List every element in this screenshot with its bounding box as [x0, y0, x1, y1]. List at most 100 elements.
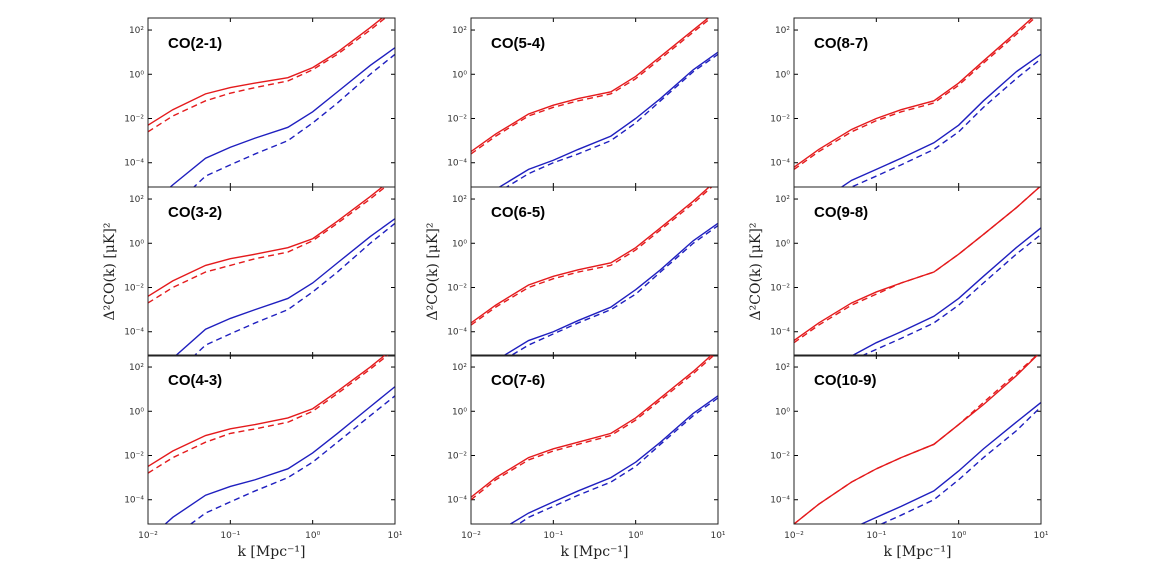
line-series — [164, 386, 395, 524]
plot-area — [794, 18, 1041, 187]
line-series — [850, 227, 1041, 356]
line-series — [471, 355, 716, 501]
y-axis-label: Δ²CO(k) [μK]² — [748, 223, 764, 321]
line-series — [148, 187, 384, 297]
line-series — [859, 233, 1041, 356]
plot-area — [471, 18, 718, 187]
panel: 10² 10⁰ 10⁻² 10⁻⁴ CO(9-8) Δ²CO(k) [μK]² — [748, 186, 1042, 357]
panel-title: CO(3-2) — [168, 204, 222, 221]
y-tick-label: 10² — [452, 363, 467, 373]
line-series — [148, 18, 384, 126]
line-series — [794, 18, 1036, 170]
y-tick-label: 10⁻² — [770, 284, 790, 294]
line-series — [509, 225, 718, 356]
y-tick-label: 10² — [129, 363, 144, 373]
panel-title: CO(7-6) — [491, 372, 545, 389]
panel: 10² 10⁰ 10⁻² 10⁻⁴ CO(2-1) — [124, 17, 396, 188]
plot-area — [794, 355, 1041, 524]
plot-area — [471, 355, 718, 524]
plot-area — [148, 187, 395, 356]
y-tick-label: 10⁻² — [124, 284, 144, 294]
panel-title: CO(9-8) — [814, 204, 868, 221]
x-axis-label: k [Mpc⁻¹] — [884, 544, 952, 560]
line-series — [148, 18, 387, 133]
x-tick-label: 10⁰ — [628, 531, 643, 541]
panel-title: CO(4-3) — [168, 372, 222, 389]
y-tick-label: 10⁻⁴ — [770, 159, 790, 169]
panel-title: CO(2-1) — [168, 35, 222, 52]
y-tick-label: 10⁻² — [124, 452, 144, 462]
line-series — [501, 222, 718, 356]
line-series — [505, 53, 718, 187]
y-tick-label: 10⁻² — [770, 452, 790, 462]
line-series — [794, 18, 1034, 168]
frame — [147, 354, 396, 525]
panel: 10² 10⁰ 10⁻² 10⁻⁴ 10⁻² 10⁻¹ 10⁰ 10¹ CO(4-3) k [Mp… — [124, 354, 403, 560]
x-tick-label: 10⁰ — [305, 531, 320, 541]
x-tick-label: 10¹ — [1033, 531, 1048, 541]
plot-area — [148, 355, 395, 524]
y-tick-label: 10² — [452, 26, 467, 36]
line-series — [471, 187, 713, 326]
y-tick-label: 10⁰ — [452, 407, 467, 417]
plot-area — [471, 187, 718, 356]
x-tick-label: 10¹ — [387, 531, 402, 541]
panel: 10² 10⁰ 10⁻² 10⁻⁴ CO(8-7) — [770, 17, 1042, 188]
line-series — [879, 406, 1041, 524]
line-series — [509, 395, 718, 524]
frame — [470, 186, 719, 357]
line-series — [471, 187, 711, 324]
plot-area — [148, 18, 395, 187]
x-tick-label: 10⁻¹ — [220, 531, 240, 541]
y-tick-label: 10⁻⁴ — [447, 496, 467, 506]
panel: 10² 10⁰ 10⁻² 10⁻⁴ 10⁻² 10⁻¹ 10⁰ 10¹ CO(7-6) k [Mp… — [447, 354, 726, 560]
x-tick-label: 10⁻² — [138, 531, 158, 541]
line-series — [148, 355, 387, 468]
line-series — [859, 401, 1041, 524]
y-tick-label: 10⁰ — [129, 70, 144, 80]
y-tick-label: 10² — [129, 26, 144, 36]
line-series — [794, 187, 1041, 344]
y-tick-label: 10⁻² — [770, 115, 790, 125]
y-tick-label: 10⁻² — [447, 284, 467, 294]
x-tick-label: 10⁻² — [461, 531, 481, 541]
panel-title: CO(8-7) — [814, 35, 868, 52]
y-tick-label: 10² — [129, 195, 144, 205]
line-series — [471, 355, 713, 498]
line-series — [471, 18, 713, 155]
y-tick-label: 10⁻⁴ — [770, 496, 790, 506]
y-tick-label: 10² — [452, 195, 467, 205]
line-series — [148, 355, 390, 474]
y-tick-label: 10⁰ — [129, 239, 144, 249]
frame — [793, 186, 1042, 357]
frame — [793, 354, 1042, 525]
y-tick-label: 10² — [775, 26, 790, 36]
y-axis-label: Δ²CO(k) [μK]² — [102, 223, 118, 321]
y-axis-label: Δ²CO(k) [μK]² — [425, 223, 441, 321]
line-series — [471, 18, 710, 153]
panel-title: CO(6-5) — [491, 204, 545, 221]
line-series — [189, 395, 395, 524]
y-tick-label: 10⁰ — [452, 239, 467, 249]
x-tick-label: 10¹ — [710, 531, 725, 541]
line-series — [498, 51, 718, 187]
y-tick-label: 10⁰ — [452, 70, 467, 80]
plot-area — [794, 187, 1041, 356]
y-tick-label: 10⁻⁴ — [124, 328, 144, 338]
line-series — [517, 397, 718, 524]
y-tick-label: 10⁰ — [775, 407, 790, 417]
y-tick-label: 10² — [775, 363, 790, 373]
frame — [147, 186, 396, 357]
y-tick-label: 10⁰ — [775, 239, 790, 249]
y-tick-label: 10⁰ — [775, 70, 790, 80]
line-series — [192, 53, 395, 187]
y-tick-label: 10⁰ — [129, 407, 144, 417]
x-axis-label: k [Mpc⁻¹] — [561, 544, 629, 560]
line-series — [850, 58, 1041, 187]
x-tick-label: 10⁻¹ — [543, 531, 563, 541]
x-tick-label: 10⁻¹ — [866, 531, 886, 541]
y-tick-label: 10⁻⁴ — [124, 159, 144, 169]
panel: 10² 10⁰ 10⁻² 10⁻⁴ 10⁻² 10⁻¹ 10⁰ 10¹ CO(10-9) k [M… — [770, 354, 1049, 560]
y-tick-label: 10⁻² — [124, 115, 144, 125]
